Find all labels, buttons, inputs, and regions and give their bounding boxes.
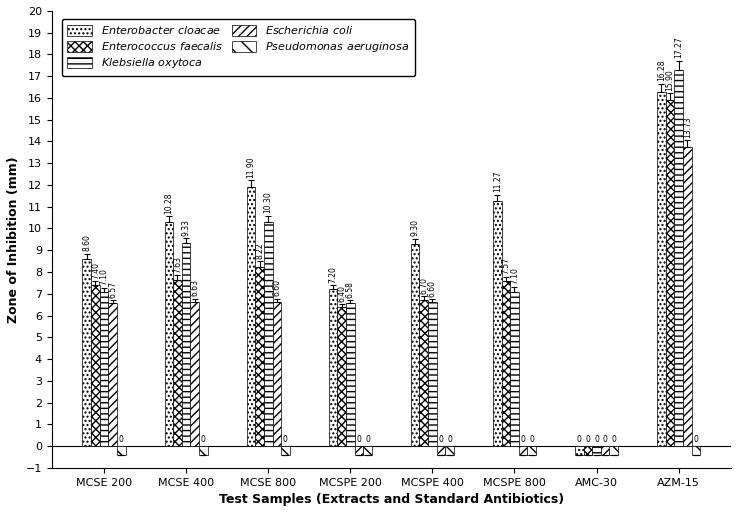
Text: 0: 0	[585, 436, 590, 444]
Bar	[575, 446, 584, 455]
Text: 7.40: 7.40	[91, 262, 100, 279]
Text: 0: 0	[119, 436, 124, 444]
Text: 7.20: 7.20	[328, 266, 337, 283]
Bar	[419, 300, 428, 446]
Text: 0: 0	[447, 436, 452, 444]
Text: 13.73: 13.73	[683, 116, 692, 138]
Bar	[510, 291, 519, 446]
Bar	[108, 303, 117, 446]
Bar	[165, 223, 173, 446]
Bar	[445, 446, 454, 455]
Text: 7.10: 7.10	[510, 267, 519, 284]
Text: 15.90: 15.90	[666, 69, 675, 91]
Bar	[83, 259, 91, 446]
Bar	[411, 244, 419, 446]
Text: 6.70: 6.70	[419, 277, 428, 294]
Bar	[173, 280, 182, 446]
X-axis label: Test Samples (Extracts and Standard Antibiotics): Test Samples (Extracts and Standard Anti…	[218, 493, 564, 506]
Text: 0: 0	[438, 436, 444, 444]
Text: 11.90: 11.90	[246, 156, 255, 177]
Text: 0: 0	[365, 436, 370, 444]
Text: 11.27: 11.27	[493, 171, 502, 192]
Bar	[493, 201, 502, 446]
Y-axis label: Zone of Inhibition (mm): Zone of Inhibition (mm)	[7, 156, 20, 323]
Text: 0: 0	[283, 436, 288, 444]
Bar	[199, 446, 207, 455]
Bar	[264, 222, 272, 446]
Text: 0: 0	[356, 436, 362, 444]
Text: 0: 0	[520, 436, 525, 444]
Bar	[272, 303, 281, 446]
Bar	[528, 446, 536, 455]
Text: 16.28: 16.28	[657, 60, 666, 81]
Text: 6.60: 6.60	[272, 279, 281, 296]
Legend: $\it{Enterobacter\ cloacae}$, $\it{Enterococcus\ faecalis}$, $\it{Klebsiella\ ox: $\it{Enterobacter\ cloacae}$, $\it{Enter…	[62, 19, 415, 76]
Bar	[182, 243, 190, 446]
Bar	[346, 303, 354, 446]
Bar	[666, 100, 675, 446]
Bar	[117, 446, 125, 455]
Bar	[100, 291, 108, 446]
Bar	[354, 446, 363, 455]
Bar	[337, 307, 346, 446]
Bar	[428, 303, 437, 446]
Bar	[91, 285, 100, 446]
Bar	[675, 70, 683, 446]
Bar	[255, 267, 264, 446]
Text: 0: 0	[611, 436, 616, 444]
Text: 7.57: 7.57	[501, 257, 511, 274]
Bar	[502, 281, 510, 446]
Text: 17.27: 17.27	[674, 36, 683, 58]
Bar	[246, 187, 255, 446]
Text: 6.57: 6.57	[108, 281, 117, 298]
Bar	[592, 446, 601, 455]
Text: 0: 0	[694, 436, 698, 444]
Bar	[437, 446, 445, 455]
Text: 0: 0	[201, 436, 206, 444]
Bar	[281, 446, 290, 455]
Bar	[584, 446, 592, 455]
Text: 0: 0	[529, 436, 534, 444]
Text: 10.28: 10.28	[165, 192, 173, 214]
Text: 7.10: 7.10	[100, 268, 108, 285]
Bar	[328, 289, 337, 446]
Bar	[190, 302, 199, 446]
Text: 0: 0	[577, 436, 582, 444]
Text: 9.30: 9.30	[410, 220, 420, 236]
Bar	[363, 446, 372, 455]
Bar	[610, 446, 618, 455]
Bar	[692, 446, 700, 455]
Text: 6.58: 6.58	[346, 281, 355, 298]
Text: 0: 0	[603, 436, 607, 444]
Text: 8.22: 8.22	[255, 242, 264, 259]
Bar	[683, 147, 692, 446]
Text: 6.63: 6.63	[190, 279, 199, 296]
Bar	[519, 446, 528, 455]
Text: 8.60: 8.60	[83, 234, 92, 251]
Text: 6.60: 6.60	[428, 280, 437, 297]
Text: 7.63: 7.63	[173, 255, 182, 272]
Text: 6.40: 6.40	[337, 285, 346, 302]
Text: 9.33: 9.33	[182, 219, 190, 235]
Bar	[601, 446, 610, 455]
Text: 10.30: 10.30	[263, 191, 273, 213]
Text: 0: 0	[594, 436, 599, 444]
Bar	[657, 92, 666, 446]
